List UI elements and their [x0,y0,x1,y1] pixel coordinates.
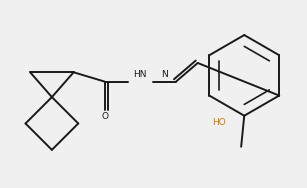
Text: N: N [161,70,168,79]
Text: HO: HO [212,118,226,127]
Text: HN: HN [134,70,147,79]
Text: O: O [101,112,108,121]
